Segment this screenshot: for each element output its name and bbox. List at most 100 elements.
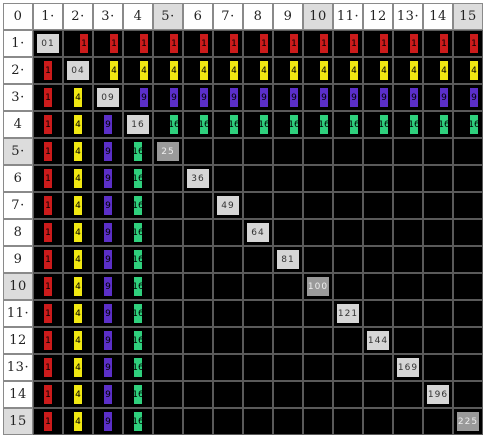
- value-bar: 4: [74, 385, 82, 404]
- grid-cell: 9: [93, 300, 123, 327]
- grid-cell: 1: [273, 30, 303, 57]
- grid-cell: [423, 273, 453, 300]
- square-value: 100: [307, 277, 329, 296]
- grid-cell: 16: [213, 111, 243, 138]
- grid-cell: [213, 138, 243, 165]
- row-header: 1·: [3, 30, 33, 57]
- grid-cell: [243, 354, 273, 381]
- square-value: 225: [457, 412, 479, 431]
- grid-cell: 9: [93, 408, 123, 435]
- value-bar: 4: [74, 412, 82, 431]
- grid-cell: [273, 354, 303, 381]
- grid-cell: [183, 381, 213, 408]
- square-value: 04: [67, 61, 89, 80]
- grid-cell: [213, 300, 243, 327]
- grid-cell: [453, 354, 483, 381]
- grid-cell: 1: [33, 57, 63, 84]
- grid-cell: 1: [33, 381, 63, 408]
- grid-cell: 9: [393, 84, 423, 111]
- grid-cell: 4: [63, 246, 93, 273]
- grid-cell: 49: [213, 192, 243, 219]
- value-bar: 9: [104, 115, 112, 134]
- grid-cell: 1: [333, 30, 363, 57]
- value-bar: 1: [470, 34, 478, 53]
- grid-cell: 1: [153, 30, 183, 57]
- grid-cell: 1: [303, 30, 333, 57]
- value-bar: 4: [170, 61, 178, 80]
- value-bar: 9: [104, 169, 112, 188]
- grid-cell: [273, 138, 303, 165]
- value-bar: 9: [104, 142, 112, 161]
- row-header: 13·: [3, 354, 33, 381]
- grid-cell: 4: [63, 381, 93, 408]
- grid-cell: 04: [63, 57, 93, 84]
- grid-cell: 4: [303, 57, 333, 84]
- grid-cell: 16: [303, 111, 333, 138]
- grid-cell: 9: [243, 84, 273, 111]
- grid-cell: 16: [333, 111, 363, 138]
- value-bar: 16: [132, 412, 144, 431]
- grid-cell: [243, 246, 273, 273]
- grid-cell: [213, 354, 243, 381]
- square-value: 36: [187, 169, 209, 188]
- grid-cell: [153, 300, 183, 327]
- value-bar: 4: [74, 196, 82, 215]
- row-header: 14: [3, 381, 33, 408]
- value-bar: 9: [440, 88, 448, 107]
- grid-cell: 121: [333, 300, 363, 327]
- grid-cell: 4: [333, 57, 363, 84]
- grid-cell: [303, 300, 333, 327]
- value-bar: 1: [44, 412, 52, 431]
- grid-cell: [363, 273, 393, 300]
- value-bar: 1: [80, 34, 88, 53]
- grid-cell: [243, 408, 273, 435]
- row-header: 9: [3, 246, 33, 273]
- value-bar: 9: [104, 223, 112, 242]
- grid-cell: [393, 165, 423, 192]
- value-bar: 1: [44, 196, 52, 215]
- value-bar: 4: [440, 61, 448, 80]
- grid-cell: [303, 327, 333, 354]
- grid-cell: [273, 381, 303, 408]
- value-bar: 16: [258, 115, 270, 134]
- grid-cell: 01: [33, 30, 63, 57]
- grid-cell: [423, 219, 453, 246]
- value-bar: 9: [104, 331, 112, 350]
- grid-cell: 169: [393, 354, 423, 381]
- grid-cell: 1: [33, 246, 63, 273]
- grid-cell: 9: [453, 84, 483, 111]
- grid-cell: 16: [123, 408, 153, 435]
- value-bar: 1: [320, 34, 328, 53]
- square-value: 16: [127, 115, 149, 134]
- grid-cell: [153, 246, 183, 273]
- column-header: 12: [363, 3, 393, 30]
- grid-cell: [273, 273, 303, 300]
- value-bar: 4: [74, 142, 82, 161]
- grid-cell: [333, 246, 363, 273]
- value-bar: 16: [132, 142, 144, 161]
- value-bar: 9: [104, 385, 112, 404]
- column-header: 7·: [213, 3, 243, 30]
- grid-cell: [153, 381, 183, 408]
- column-header: 10: [303, 3, 333, 30]
- square-value: 144: [367, 331, 389, 350]
- grid-cell: 4: [93, 57, 123, 84]
- value-bar: 16: [408, 115, 420, 134]
- value-bar: 9: [320, 88, 328, 107]
- grid-cell: [333, 192, 363, 219]
- value-bar: 9: [104, 304, 112, 323]
- grid-cell: [183, 408, 213, 435]
- grid-cell: 4: [153, 57, 183, 84]
- value-bar: 9: [170, 88, 178, 107]
- grid-cell: [183, 219, 213, 246]
- grid-cell: [303, 246, 333, 273]
- grid-cell: 16: [153, 111, 183, 138]
- grid-cell: 4: [63, 219, 93, 246]
- grid-cell: 16: [453, 111, 483, 138]
- grid-cell: 4: [243, 57, 273, 84]
- value-bar: 9: [140, 88, 148, 107]
- grid-cell: 9: [93, 165, 123, 192]
- grid-cell: 16: [123, 273, 153, 300]
- value-bar: 1: [44, 358, 52, 377]
- grid-cell: 16: [123, 111, 153, 138]
